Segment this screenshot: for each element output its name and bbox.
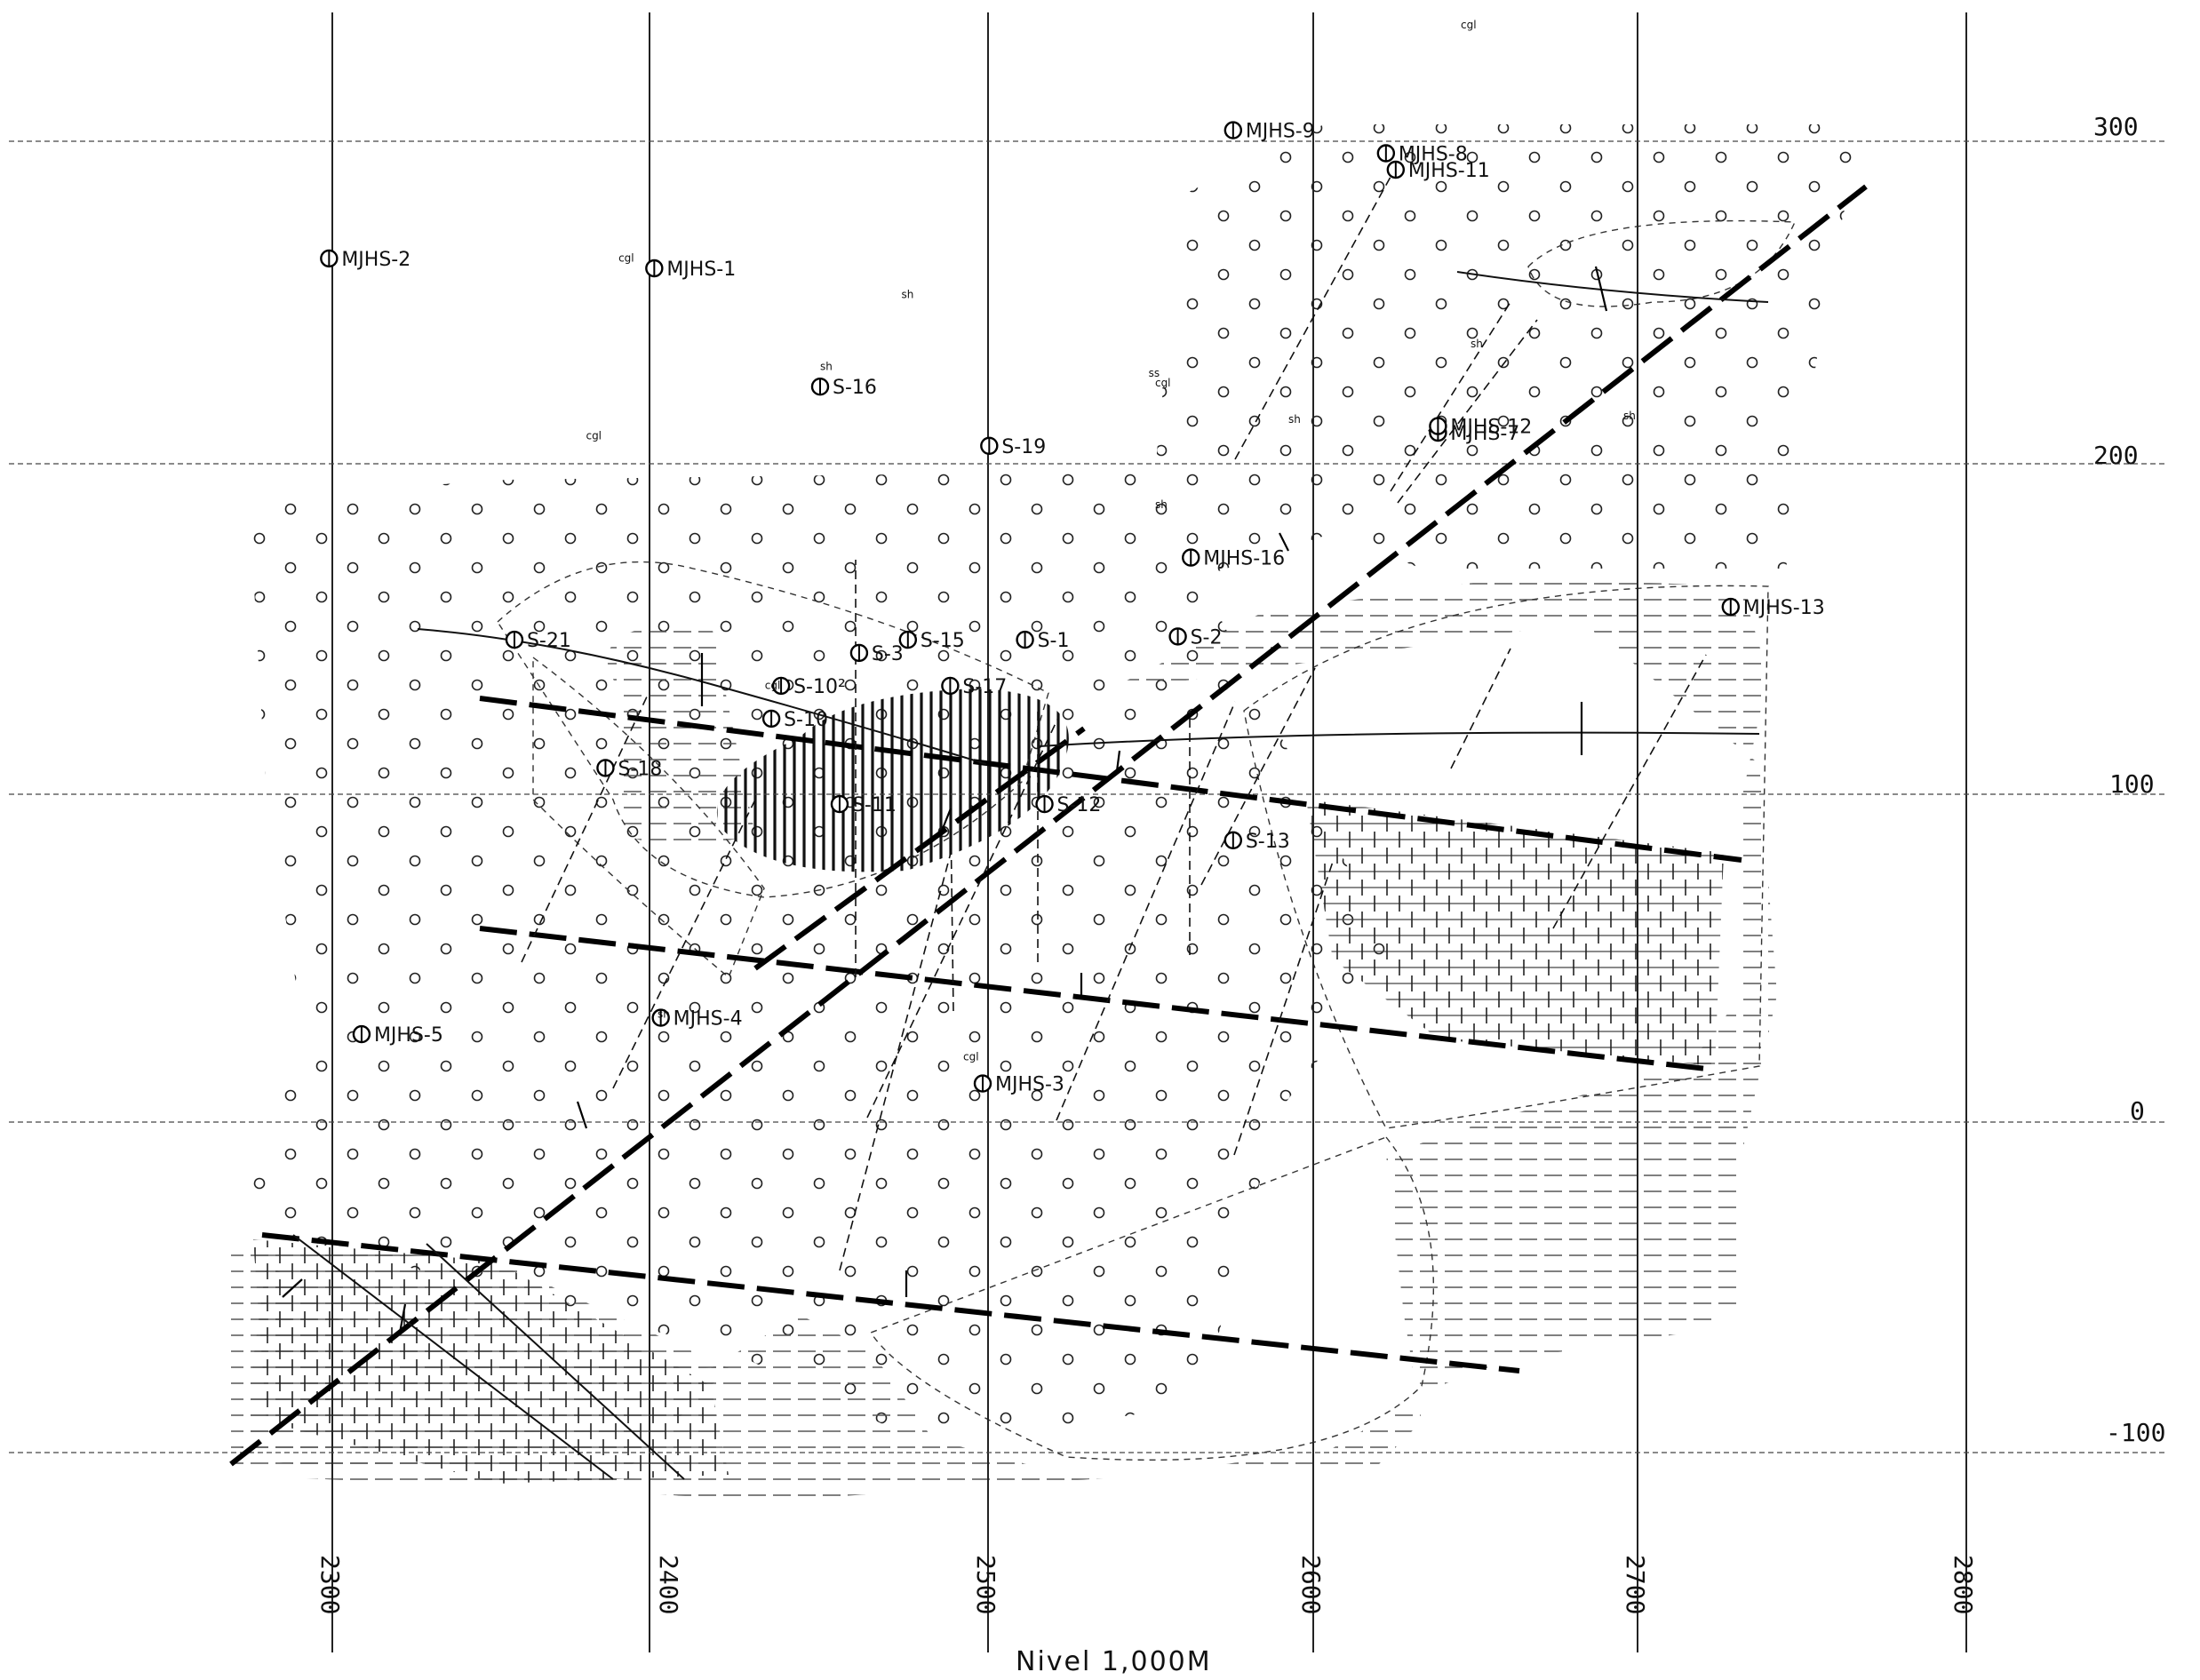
x-axis-labels: 2300 2400 2500 2600 2700 2800 (315, 1555, 1978, 1614)
lithology-annotation: cgl (765, 680, 781, 692)
y-axis-labels: 300 200 100 0 -100 (2093, 112, 2165, 1447)
well-mjhs-16: MJHS-16 (1182, 548, 1285, 570)
lithology-annotation: ss (1149, 367, 1160, 379)
x-axis-label-2800: 2800 (1949, 1555, 1978, 1614)
well-s-2: S-2 (1168, 626, 1223, 649)
limestone-unit (253, 800, 1724, 1484)
well-s-3: S-3 (849, 643, 904, 665)
well-label: S-11 (852, 794, 897, 816)
y-axis-label-minus100: -100 (2106, 1418, 2165, 1447)
well-mjhs-13: MJHS-13 (1721, 597, 1825, 619)
well-mjhs-7: MJHS-7 (1429, 423, 1519, 445)
lithology-annotation: sh (820, 361, 833, 373)
well-label: MJHS-13 (1743, 597, 1825, 619)
structure-arrows (282, 266, 1608, 1334)
ore-body (716, 689, 1069, 872)
lithology-annotation: cgl (963, 1051, 979, 1063)
x-axis-label-2400: 2400 (654, 1555, 683, 1614)
well-label: MJHS-16 (1203, 548, 1285, 570)
well-label: S-10² (793, 676, 846, 698)
well-mjhs-11: MJHS-11 (1386, 160, 1490, 182)
well-s-10-: S-10² (771, 676, 846, 698)
well-label: MJHS-8 (1399, 144, 1468, 166)
well-label: MJHS-2 (341, 249, 411, 271)
lithology-annotation: sh (658, 1008, 670, 1021)
well-label: S-16 (833, 377, 877, 399)
well-label: MJHS-7 (1450, 423, 1519, 445)
well-mjhs-1: MJHS-1 (645, 259, 736, 281)
grid-vertical (331, 12, 1967, 1652)
sandstone-unit (249, 124, 1866, 1448)
faults (229, 184, 1868, 1467)
x-axis-label-2500: 2500 (971, 1555, 1000, 1614)
well-mjhs-12: MJHS-12 (1429, 417, 1532, 439)
well-label: S-2 (1191, 626, 1223, 649)
lithology-annotation: sh (1155, 498, 1168, 511)
well-label: MJHS-11 (1408, 160, 1490, 182)
borehole-traces (521, 168, 1707, 1271)
well-s-1: S-1 (1016, 630, 1070, 652)
x-axis-label-2700: 2700 (1621, 1555, 1650, 1614)
well-s-19: S-19 (980, 436, 1046, 458)
well-s-18: S-18 (596, 758, 662, 780)
lithology-annotation: cgl (1155, 377, 1171, 389)
well-label: S-15 (921, 630, 965, 652)
y-axis-label-200: 200 (2093, 441, 2139, 470)
lithology-annotation: sh (902, 288, 914, 300)
well-label: S-18 (618, 758, 662, 780)
well-label: S-12 (1057, 794, 1102, 816)
well-label: S-21 (527, 630, 571, 652)
well-s-17: S-17 (941, 676, 1007, 698)
well-label: S-1 (1038, 630, 1070, 652)
well-mjhs-2: MJHS-2 (320, 249, 411, 271)
well-s-10: S-10 (761, 709, 828, 731)
well-s-11: S-11 (830, 794, 897, 816)
well-label: S-13 (1246, 831, 1290, 853)
lithology-annotation: cgl (586, 429, 602, 442)
well-label: MJHS-3 (995, 1074, 1064, 1096)
well-label: S-17 (962, 676, 1007, 698)
lithology-annotation: sh (1471, 338, 1483, 350)
well-s-16: S-16 (810, 377, 877, 399)
wells-layer: MJHS-1MJHS-2MJHS-3MJHS-4MJHS-5MJHS-7MJHS… (320, 121, 1825, 1096)
well-label: S-19 (1001, 436, 1046, 458)
x-axis-label-2600: 2600 (1296, 1555, 1326, 1614)
y-axis-label-100: 100 (2109, 769, 2155, 799)
well-mjhs-8: MJHS-8 (1376, 144, 1468, 166)
well-mjhs-3: MJHS-3 (973, 1074, 1064, 1096)
well-s-13: S-13 (1224, 831, 1290, 853)
well-s-21: S-21 (505, 630, 571, 652)
well-label: MJHS-9 (1246, 121, 1315, 143)
x-axis-label-2300: 2300 (315, 1555, 345, 1614)
lithology-annotation: sh (1288, 413, 1301, 426)
grid-horizontal (9, 140, 2168, 1453)
map-title: Nivel 1,000M (1016, 1646, 1212, 1677)
well-s-12: S-12 (1035, 794, 1102, 816)
annotations-layer: cglcglcglcglcglcglshshshshshshshsscgl (586, 19, 1636, 1063)
y-axis-label-0: 0 (2130, 1096, 2145, 1126)
well-mjhs-9: MJHS-9 (1224, 121, 1315, 143)
lithology-annotation: sh (1623, 410, 1636, 422)
well-label: MJHS-1 (666, 259, 736, 281)
well-s-15: S-15 (898, 630, 965, 652)
lithology-annotation: cgl (1461, 19, 1477, 31)
well-label: MJHS-5 (374, 1024, 443, 1047)
well-mjhs-5: MJHS-5 (352, 1024, 443, 1047)
well-label: S-3 (872, 643, 904, 665)
contacts (292, 271, 1769, 1480)
well-mjhs-4: MJHS-4 (651, 1008, 743, 1031)
well-label: S-10 (784, 709, 828, 731)
well-label: MJHS-4 (674, 1008, 743, 1031)
well-label: MJHS-12 (1450, 417, 1532, 439)
y-axis-label-300: 300 (2093, 112, 2139, 141)
lithology-annotation: cgl (618, 252, 634, 265)
